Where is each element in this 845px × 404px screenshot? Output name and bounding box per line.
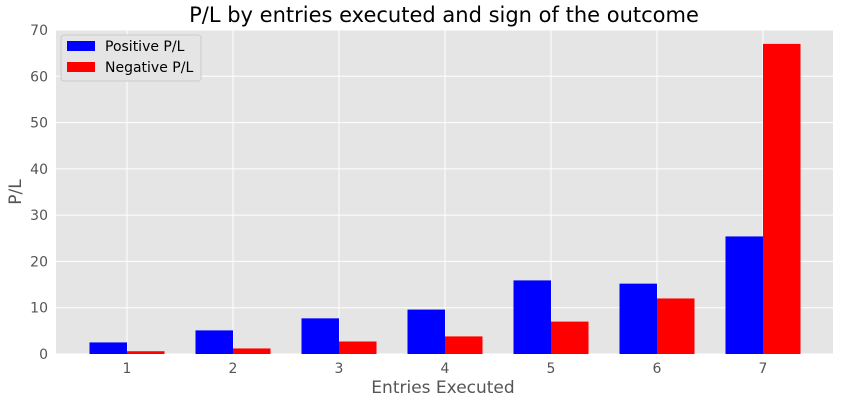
y-tick-label: 20: [30, 254, 48, 270]
bar-negative-5: [551, 321, 589, 354]
x-tick-label: 1: [123, 361, 132, 377]
bars: [89, 43, 801, 355]
bar-negative-7: [763, 43, 801, 355]
x-axis-ticks: 1 2 3 4 5 6 7: [123, 361, 768, 377]
x-tick-label: 6: [653, 361, 662, 377]
chart-title: P/L by entries executed and sign of the …: [189, 3, 699, 27]
y-tick-label: 40: [30, 162, 48, 178]
y-tick-label: 60: [30, 69, 48, 85]
bar-positive-2: [195, 330, 233, 354]
bar-negative-3: [339, 341, 377, 354]
x-tick-label: 3: [335, 361, 344, 377]
x-axis-label: Entries Executed: [371, 378, 514, 398]
legend-label: Positive P/L: [105, 39, 185, 55]
bar-positive-4: [407, 309, 445, 354]
x-tick-label: 7: [759, 361, 768, 377]
legend-label: Negative P/L: [105, 60, 193, 76]
y-tick-label: 30: [30, 208, 48, 224]
y-tick-label: 70: [30, 23, 48, 39]
y-axis-label: P/L: [6, 179, 26, 205]
y-axis-ticks: 0 10 20 30 40 50 60 70: [30, 23, 48, 363]
bar-negative-6: [657, 298, 695, 354]
bar-negative-1: [127, 351, 165, 354]
y-tick-label: 0: [39, 347, 48, 363]
y-tick-label: 50: [30, 116, 48, 132]
legend-box: [60, 34, 202, 82]
bar-positive-7: [725, 236, 763, 354]
legend-swatch: [67, 62, 95, 72]
bar-positive-3: [301, 318, 339, 354]
bar-positive-5: [513, 280, 551, 354]
legend-swatch: [67, 41, 95, 51]
bar-negative-4: [445, 336, 483, 354]
legend: Positive P/L Negative P/L: [60, 34, 202, 82]
bar-positive-1: [89, 342, 127, 354]
y-tick-label: 10: [30, 301, 48, 317]
x-tick-label: 4: [441, 361, 450, 377]
x-tick-label: 2: [229, 361, 238, 377]
bar-negative-2: [233, 348, 271, 354]
x-tick-label: 5: [547, 361, 556, 377]
bar-positive-6: [619, 283, 657, 354]
